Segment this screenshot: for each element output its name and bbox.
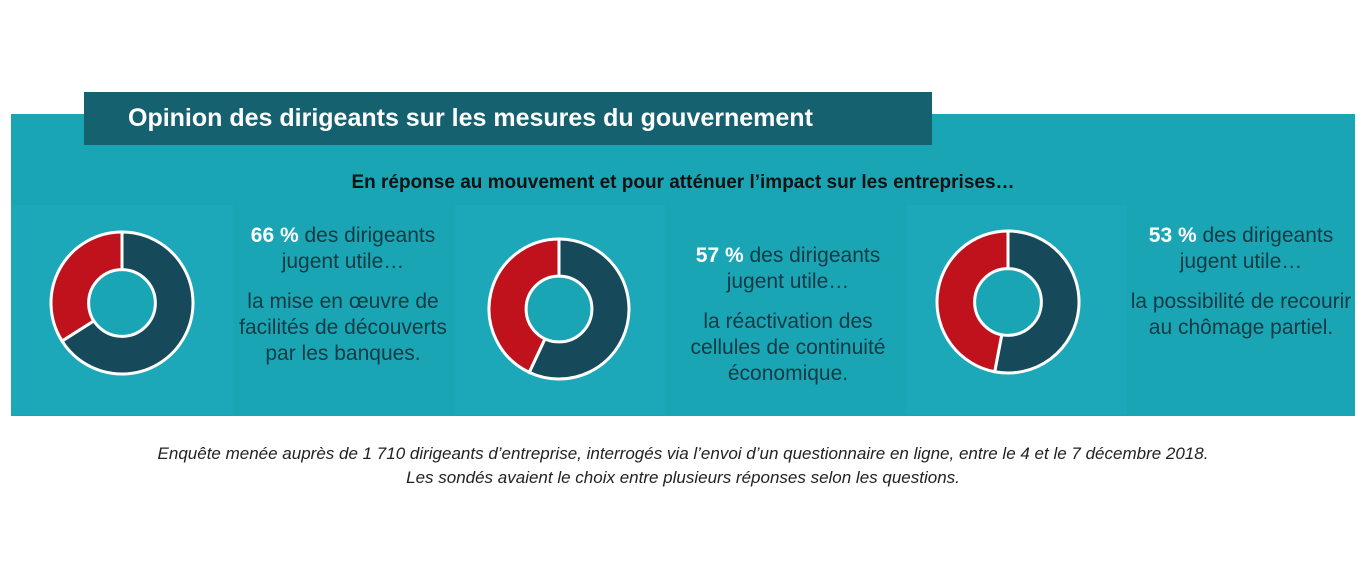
donut-3-inner-ring: [973, 267, 1043, 337]
stat-3-lead-text: des dirigeants jugent utile…: [1179, 224, 1334, 273]
stat-3-measure: la possibilité de recourir au chômage pa…: [1130, 290, 1352, 339]
stat-1-lead-text: des dirigeants jugent utile…: [281, 224, 436, 273]
stat-block-1: 66 % des dirigeants jugent utile… la mis…: [228, 223, 458, 367]
survey-note-line-1: Enquête menée auprès de 1 710 dirigeants…: [157, 444, 1209, 463]
stat-1-lead: 66 % des dirigeants jugent utile…: [228, 223, 458, 275]
stat-1-percent: 66 %: [250, 224, 299, 247]
stat-3-percent: 53 %: [1148, 224, 1197, 247]
stat-2-lead-text: des dirigeants jugent utile…: [726, 244, 881, 293]
stat-block-2: 57 % des dirigeants jugent utile… la réa…: [668, 243, 908, 387]
stat-2-lead: 57 % des dirigeants jugent utile…: [668, 243, 908, 295]
main-panel: [11, 114, 1355, 416]
donut-chart-1: [49, 230, 195, 376]
donut-2-slice-other: [487, 237, 561, 375]
page-subtitle: En réponse au mouvement et pour atténuer…: [351, 172, 1015, 193]
donut-3-slice-other: [935, 229, 1010, 374]
page-title: Opinion des dirigeants sur les mesures d…: [84, 92, 932, 145]
survey-note: Enquête menée auprès de 1 710 dirigeants…: [0, 442, 1366, 490]
stat-3-lead: 53 % des dirigeants jugent utile…: [1127, 223, 1355, 275]
stat-1-measure: la mise en œuvre de facilités de découve…: [239, 290, 447, 365]
survey-note-line-2: Les sondés avaient le choix entre plusie…: [406, 468, 960, 487]
stat-block-3: 53 % des dirigeants jugent utile… la pos…: [1127, 223, 1355, 341]
stat-2-percent: 57 %: [695, 244, 744, 267]
donut-2-inner-ring: [524, 274, 594, 344]
donut-chart-3: [935, 229, 1081, 375]
stat-2-measure: la réactivation des cellules de continui…: [690, 310, 886, 385]
donut-chart-2: [487, 237, 631, 381]
donut-1-inner-ring: [87, 268, 157, 338]
